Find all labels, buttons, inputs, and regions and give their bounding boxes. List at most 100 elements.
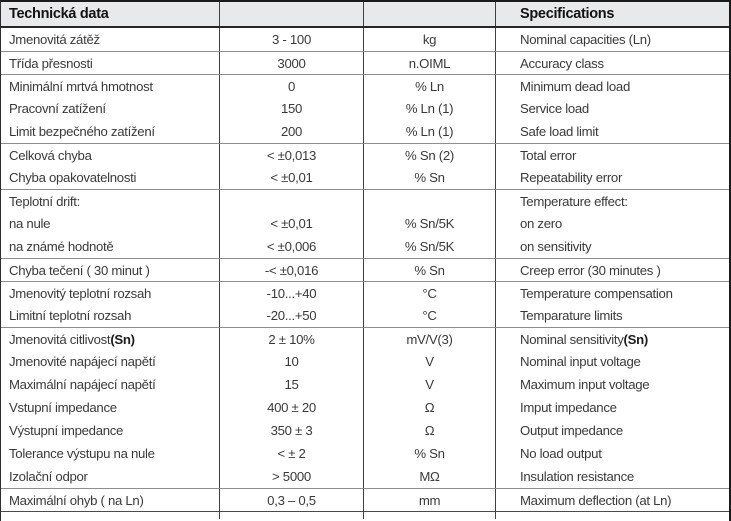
row-unit-text: % Sn xyxy=(414,170,445,185)
table-row: Výstupní impedance 350 ± 3 Ω Output impe… xyxy=(1,419,729,442)
row-value-text: 2 ± 10% xyxy=(268,331,315,347)
row-label-cz: Limit bezpečného zatížení xyxy=(1,120,220,143)
row-label-cz: Pracovní zatížení xyxy=(1,97,220,120)
row-unit: °C xyxy=(364,304,496,327)
row-label-en: Accuracy class xyxy=(496,52,729,74)
table-row: Teplotní drift: Temperature effect: xyxy=(1,189,729,212)
row-value-text: 150 xyxy=(280,101,303,116)
row-label-cz-text: Jmenovitá citlivost xyxy=(9,331,111,347)
row-value: < ±0,01 xyxy=(220,166,364,189)
empty-cell xyxy=(364,512,496,519)
row-label-cz: Minimální mrtvá hmotnost xyxy=(1,75,220,97)
row-label-cz-text: Chyba tečení ( 30 minut ) xyxy=(9,262,150,278)
table-row: na známé hodnotě < ±0,006 % Sn/5K on sen… xyxy=(1,235,729,258)
row-value-text: 10 xyxy=(284,354,299,369)
row-unit: °C xyxy=(364,282,496,304)
row-label-cz-text: Tolerance výstupu na nule xyxy=(9,446,155,461)
row-label-en-text: Temparature limits xyxy=(520,308,623,323)
row-unit: % Sn xyxy=(364,166,496,189)
row-label-en-text: Nominal sensitivity xyxy=(520,331,624,347)
row-label-cz: Maximální napájecí napětí xyxy=(1,373,220,396)
row-label-cz: Teplotní drift: xyxy=(1,190,220,212)
row-label-en: Safe load limit xyxy=(496,120,729,143)
row-unit: mV/V(3) xyxy=(364,328,496,350)
row-unit-text: % Ln xyxy=(415,78,444,94)
table-header-cz: Technická data xyxy=(1,2,220,26)
row-label-cz-text: Jmenovité napájecí napětí xyxy=(9,354,156,369)
row-label-en-text: Maximum input voltage xyxy=(520,377,650,392)
row-unit: n.OIML xyxy=(364,52,496,74)
row-label-en: Minimum dead load xyxy=(496,75,729,97)
row-label-cz: Maximální ohyb ( na Ln) xyxy=(1,489,220,511)
row-label-en: Repeatability error xyxy=(496,166,729,189)
table-row: Izolační odpor > 5000 MΩ Insulation resi… xyxy=(1,465,729,488)
row-label-en-text: Insulation resistance xyxy=(520,469,634,484)
row-unit-text: % Sn xyxy=(414,262,445,278)
row-label-cz: Výstupní impedance xyxy=(1,419,220,442)
row-unit-text: Ω xyxy=(424,400,435,415)
row-unit-text: % Sn (2) xyxy=(405,147,454,163)
row-label-cz: Jmenovitá citlivost (Sn) xyxy=(1,328,220,350)
row-label-cz-text: Třída přesnosti xyxy=(9,55,93,71)
row-label-en-bold: (Sn) xyxy=(623,331,649,347)
row-label-en-text: on zero xyxy=(520,216,562,231)
row-label-en-text: on sensitivity xyxy=(520,239,592,254)
spec-table-body: Jmenovitá zátěž 3 - 100 kg Nominal capac… xyxy=(1,28,729,511)
row-label-en: Maximum input voltage xyxy=(496,373,729,396)
row-label-cz: Chyba opakovatelnosti xyxy=(1,166,220,189)
row-label-cz: Vstupní impedance xyxy=(1,396,220,419)
row-value-text: -20...+50 xyxy=(266,308,317,323)
row-value: 350 ± 3 xyxy=(220,419,364,442)
row-label-en: Temperature compensation xyxy=(496,282,729,304)
row-value: 200 xyxy=(220,120,364,143)
row-label-en: Output impedance xyxy=(496,419,729,442)
row-unit-text: % Ln (1) xyxy=(405,124,454,139)
row-value: < ±0,013 xyxy=(220,144,364,166)
table-row: Jmenovitý teplotní rozsah -10...+40 °C T… xyxy=(1,281,729,304)
row-value-text: < ±0,01 xyxy=(270,170,313,185)
table-header-en-label: Specifications xyxy=(520,6,615,22)
table-row: Jmenovitá zátěž 3 - 100 kg Nominal capac… xyxy=(1,28,729,51)
row-label-cz: Celková chyba xyxy=(1,144,220,166)
row-label-cz: na nule xyxy=(1,212,220,235)
row-unit: % Sn xyxy=(364,259,496,281)
row-value: 0,3 – 0,5 xyxy=(220,489,364,511)
row-label-cz-text: Celková chyba xyxy=(9,147,92,163)
table-row: Třída přesnosti 3000 n.OIML Accuracy cla… xyxy=(1,51,729,74)
row-unit-text: mV/V(3) xyxy=(406,331,453,347)
row-unit-text: % Sn xyxy=(414,446,445,461)
row-unit: Ω xyxy=(364,396,496,419)
row-value: 0 xyxy=(220,75,364,97)
table-row: Limit bezpečného zatížení 200 % Ln (1) S… xyxy=(1,120,729,143)
row-unit: % Ln (1) xyxy=(364,120,496,143)
row-unit: % Sn xyxy=(364,442,496,465)
row-value-text: 15 xyxy=(284,377,299,392)
row-label-en: Nominal input voltage xyxy=(496,350,729,373)
row-unit-text: V xyxy=(425,377,434,392)
row-unit-text: Ω xyxy=(424,423,435,438)
row-label-en: Imput impedance xyxy=(496,396,729,419)
empty-cell xyxy=(496,512,729,519)
empty-cell xyxy=(1,512,220,519)
row-label-en-text: Temperature compensation xyxy=(520,285,673,301)
row-label-cz-text: Pracovní zatížení xyxy=(9,101,106,116)
row-label-cz-text: Teplotní drift: xyxy=(9,193,80,209)
table-header-row: Technická data Specifications xyxy=(1,2,729,28)
row-value: 15 xyxy=(220,373,364,396)
row-label-cz-text: Maximální ohyb ( na Ln) xyxy=(9,492,144,508)
row-unit: V xyxy=(364,373,496,396)
table-row: Minimální mrtvá hmotnost 0 % Ln Minimum … xyxy=(1,74,729,97)
row-unit-text: mm xyxy=(418,492,441,508)
row-label-en-text: Repeatability error xyxy=(520,170,623,185)
table-row: Chyba tečení ( 30 minut ) -< ±0,016 % Sn… xyxy=(1,258,729,281)
row-unit: % Ln (1) xyxy=(364,97,496,120)
row-unit-text: MΩ xyxy=(419,469,440,484)
table-row: Celková chyba < ±0,013 % Sn (2) Total er… xyxy=(1,143,729,166)
row-value-text: < ±0,013 xyxy=(266,147,317,163)
row-unit: % Sn/5K xyxy=(364,212,496,235)
row-value-text: 0 xyxy=(287,78,296,94)
row-value: < ±0,01 xyxy=(220,212,364,235)
row-unit: mm xyxy=(364,489,496,511)
